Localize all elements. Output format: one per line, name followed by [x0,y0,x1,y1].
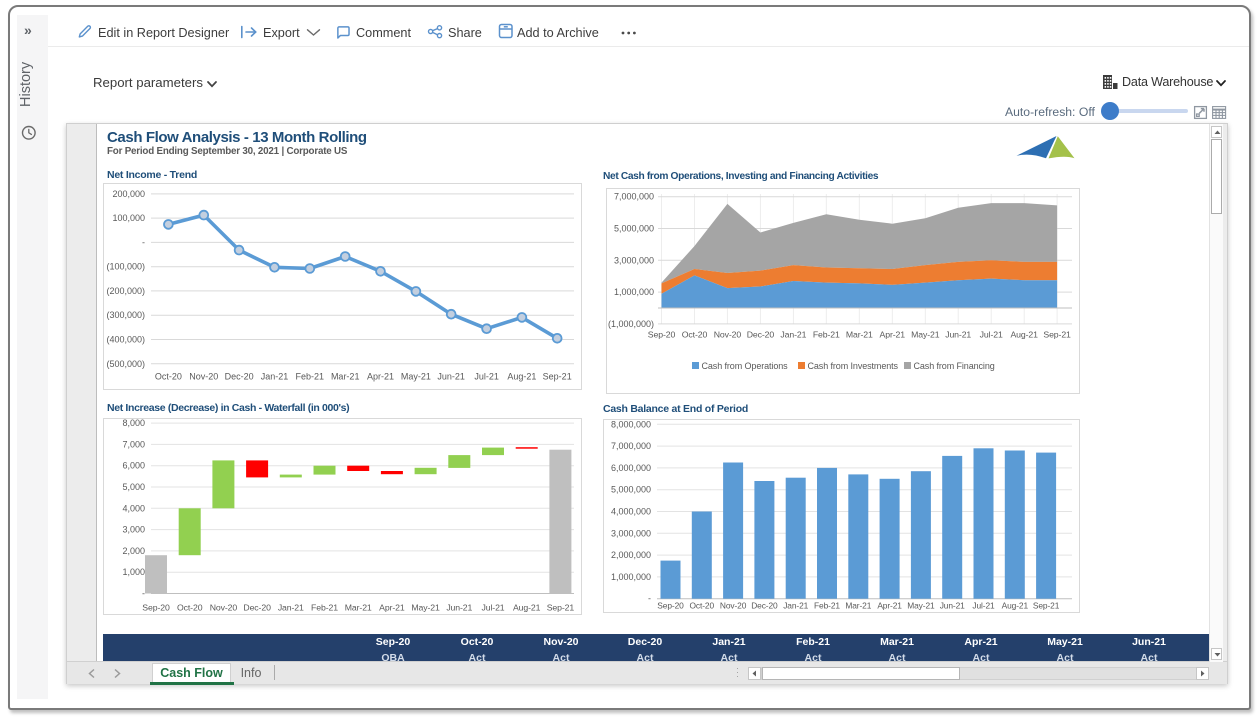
svg-text:3,000: 3,000 [122,525,145,535]
svg-text:Aug-21: Aug-21 [513,603,541,613]
svg-text:6,000: 6,000 [122,461,145,471]
svg-text:8,000,000: 8,000,000 [611,419,651,429]
svg-text:Dec-20: Dec-20 [747,329,775,339]
svg-text:Jan-21: Jan-21 [261,372,289,382]
svg-text:Nov-20: Nov-20 [720,601,747,611]
svg-text:Mar-21: Mar-21 [845,601,871,611]
svg-text:Oct-20: Oct-20 [682,329,708,339]
svg-text:May-21: May-21 [401,372,431,382]
svg-text:3,000,000: 3,000,000 [614,255,654,265]
svg-text:Aug-21: Aug-21 [1002,601,1029,611]
svg-text:5,000,000: 5,000,000 [614,224,654,234]
svg-text:4,000: 4,000 [122,503,145,513]
svg-text:2,000: 2,000 [122,546,145,556]
svg-text:6,000,000: 6,000,000 [611,463,651,473]
svg-text:May-21: May-21 [911,329,940,339]
svg-text:Cash from Investments: Cash from Investments [808,361,899,371]
svg-text:Mar-21: Mar-21 [331,372,360,382]
svg-text:Jun-21: Jun-21 [446,603,472,613]
svg-text:Cash from Financing: Cash from Financing [914,361,995,371]
svg-text:Jun-21: Jun-21 [437,372,465,382]
svg-text:Mar-21: Mar-21 [846,329,873,339]
svg-text:(300,000): (300,000) [106,310,145,320]
svg-text:Apr-21: Apr-21 [379,603,405,613]
svg-text:May-21: May-21 [411,603,440,613]
svg-text:3,000,000: 3,000,000 [611,528,651,538]
svg-text:Dec-20: Dec-20 [243,603,271,613]
svg-text:(400,000): (400,000) [106,335,145,345]
svg-text:Jul-21: Jul-21 [474,372,499,382]
svg-text:(1,000,000): (1,000,000) [608,319,654,329]
svg-text:Nov-20: Nov-20 [714,329,742,339]
svg-text:Feb-21: Feb-21 [296,372,325,382]
svg-text:Sep-21: Sep-21 [547,603,575,613]
svg-text:Dec-20: Dec-20 [751,601,778,611]
svg-text:Sep-21: Sep-21 [543,372,572,382]
svg-text:Jan-21: Jan-21 [783,601,808,611]
svg-text:7,000,000: 7,000,000 [614,192,654,202]
svg-text:5,000: 5,000 [122,482,145,492]
svg-text:Feb-21: Feb-21 [311,603,338,613]
svg-text:Jan-21: Jan-21 [278,603,304,613]
svg-text:Jan-21: Jan-21 [780,329,806,339]
svg-text:(100,000): (100,000) [106,262,145,272]
svg-text:Jul-21: Jul-21 [481,603,504,613]
svg-text:(500,000): (500,000) [106,359,145,369]
svg-text:Nov-20: Nov-20 [210,603,238,613]
svg-text:Cash from Operations: Cash from Operations [702,361,789,371]
svg-text:Sep-20: Sep-20 [648,329,676,339]
svg-text:Feb-21: Feb-21 [813,329,840,339]
svg-text:Mar-21: Mar-21 [345,603,372,613]
svg-text:May-21: May-21 [907,601,935,611]
svg-text:4,000,000: 4,000,000 [611,507,651,517]
svg-text:Nov-20: Nov-20 [189,372,218,382]
svg-text:200,000: 200,000 [112,189,145,199]
svg-text:Apr-21: Apr-21 [367,372,394,382]
svg-text:Sep-21: Sep-21 [1033,601,1060,611]
svg-text:100,000: 100,000 [112,213,145,223]
svg-text:Oct-20: Oct-20 [155,372,182,382]
svg-text:Aug-21: Aug-21 [1010,329,1038,339]
svg-text:1,000: 1,000 [122,567,145,577]
svg-text:Sep-20: Sep-20 [142,603,170,613]
svg-text:Jun-21: Jun-21 [940,601,965,611]
svg-text:8,000: 8,000 [122,418,145,428]
svg-text:Jul-21: Jul-21 [980,329,1003,339]
svg-text:-: - [648,594,651,604]
svg-text:Jul-21: Jul-21 [972,601,995,611]
svg-text:Apr-21: Apr-21 [877,601,902,611]
svg-text:-: - [142,589,145,599]
svg-text:Sep-20: Sep-20 [657,601,684,611]
svg-text:2,000,000: 2,000,000 [611,550,651,560]
svg-text:Sep-21: Sep-21 [1043,329,1071,339]
svg-text:5,000,000: 5,000,000 [611,485,651,495]
svg-text:Oct-20: Oct-20 [177,603,203,613]
svg-text:7,000,000: 7,000,000 [611,441,651,451]
svg-text:-: - [142,237,145,247]
svg-text:1,000,000: 1,000,000 [614,287,654,297]
svg-text:Oct-20: Oct-20 [690,601,715,611]
svg-text:Feb-21: Feb-21 [814,601,840,611]
svg-text:Apr-21: Apr-21 [880,329,906,339]
svg-text:Dec-20: Dec-20 [225,372,254,382]
svg-text:Aug-21: Aug-21 [507,372,536,382]
svg-text:1,000,000: 1,000,000 [611,572,651,582]
svg-text:7,000: 7,000 [122,439,145,449]
svg-text:Jun-21: Jun-21 [945,329,971,339]
svg-text:(200,000): (200,000) [106,286,145,296]
